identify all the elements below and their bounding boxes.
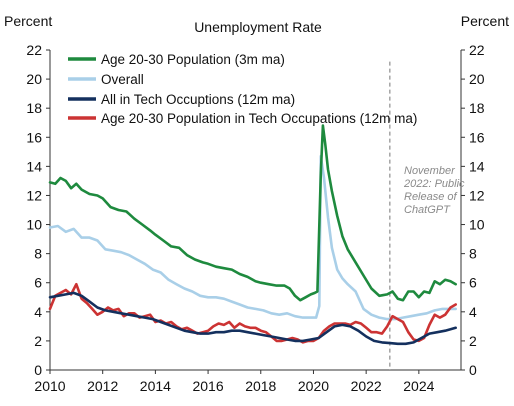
chart-title: Unemployment Rate <box>194 19 322 35</box>
annotation-line-text: November <box>404 165 456 177</box>
legend: Age 20-30 Population (3m ma) Overall All i… <box>68 52 417 126</box>
y-tick-label-right: 2 <box>469 333 477 349</box>
x-tick-label: 2024 <box>403 378 434 394</box>
x-tick-label: 2016 <box>192 378 223 394</box>
y-tick-label-right: 12 <box>469 187 485 203</box>
x-tick-label: 2014 <box>140 378 171 394</box>
series-line-4 <box>48 282 457 344</box>
y-tick-label-right: 6 <box>469 275 477 291</box>
y-tick-label-left: 20 <box>26 71 42 87</box>
y-tick-label-right: 14 <box>469 158 485 174</box>
x-tick-label: 2012 <box>87 378 118 394</box>
legend-label-1: Age 20-30 Population (3m ma) <box>101 52 285 67</box>
x-tick-label: 2010 <box>34 378 65 394</box>
annotation-line-text: ChatGPT <box>404 204 451 216</box>
series-line-2 <box>48 154 457 321</box>
y-tick-label-left: 16 <box>26 129 42 145</box>
left-axis-title: Percent <box>4 13 52 29</box>
x-tick-label: 2022 <box>351 378 382 394</box>
y-tick-label-right: 18 <box>469 100 485 116</box>
y-tick-label-left: 12 <box>26 187 42 203</box>
y-tick-label-left: 14 <box>26 158 42 174</box>
legend-label-2: Overall <box>101 72 144 87</box>
y-tick-label-right: 0 <box>469 362 477 378</box>
y-tick-label-left: 0 <box>34 362 42 378</box>
annotation-line-text: Release of <box>404 191 458 203</box>
legend-label-3: All in Tech Occuptions (12m ma) <box>101 92 295 107</box>
x-tick-label: 2018 <box>245 378 276 394</box>
y-tick-label-right: 10 <box>469 217 485 233</box>
y-tick-label-right: 20 <box>469 71 485 87</box>
series-line-3 <box>48 291 457 346</box>
series-line-1 <box>48 124 457 302</box>
y-tick-label-left: 22 <box>26 42 42 58</box>
series-layer <box>48 124 457 346</box>
annotation-line-text: 2022: Public <box>403 178 465 190</box>
y-tick-label-right: 22 <box>469 42 485 58</box>
right-axis-title: Percent <box>461 13 509 29</box>
y-tick-label-left: 4 <box>34 304 42 320</box>
y-tick-label-left: 2 <box>34 333 42 349</box>
legend-label-4: Age 20-30 Population in Tech Occupations… <box>101 111 417 126</box>
y-tick-label-left: 18 <box>26 100 42 116</box>
x-tick-label: 2020 <box>298 378 329 394</box>
y-tick-label-left: 8 <box>34 246 42 262</box>
y-tick-label-right: 8 <box>469 246 477 262</box>
y-tick-label-right: 16 <box>469 129 485 145</box>
y-tick-label-right: 4 <box>469 304 477 320</box>
y-tick-label-left: 10 <box>26 217 42 233</box>
y-tick-label-left: 6 <box>34 275 42 291</box>
